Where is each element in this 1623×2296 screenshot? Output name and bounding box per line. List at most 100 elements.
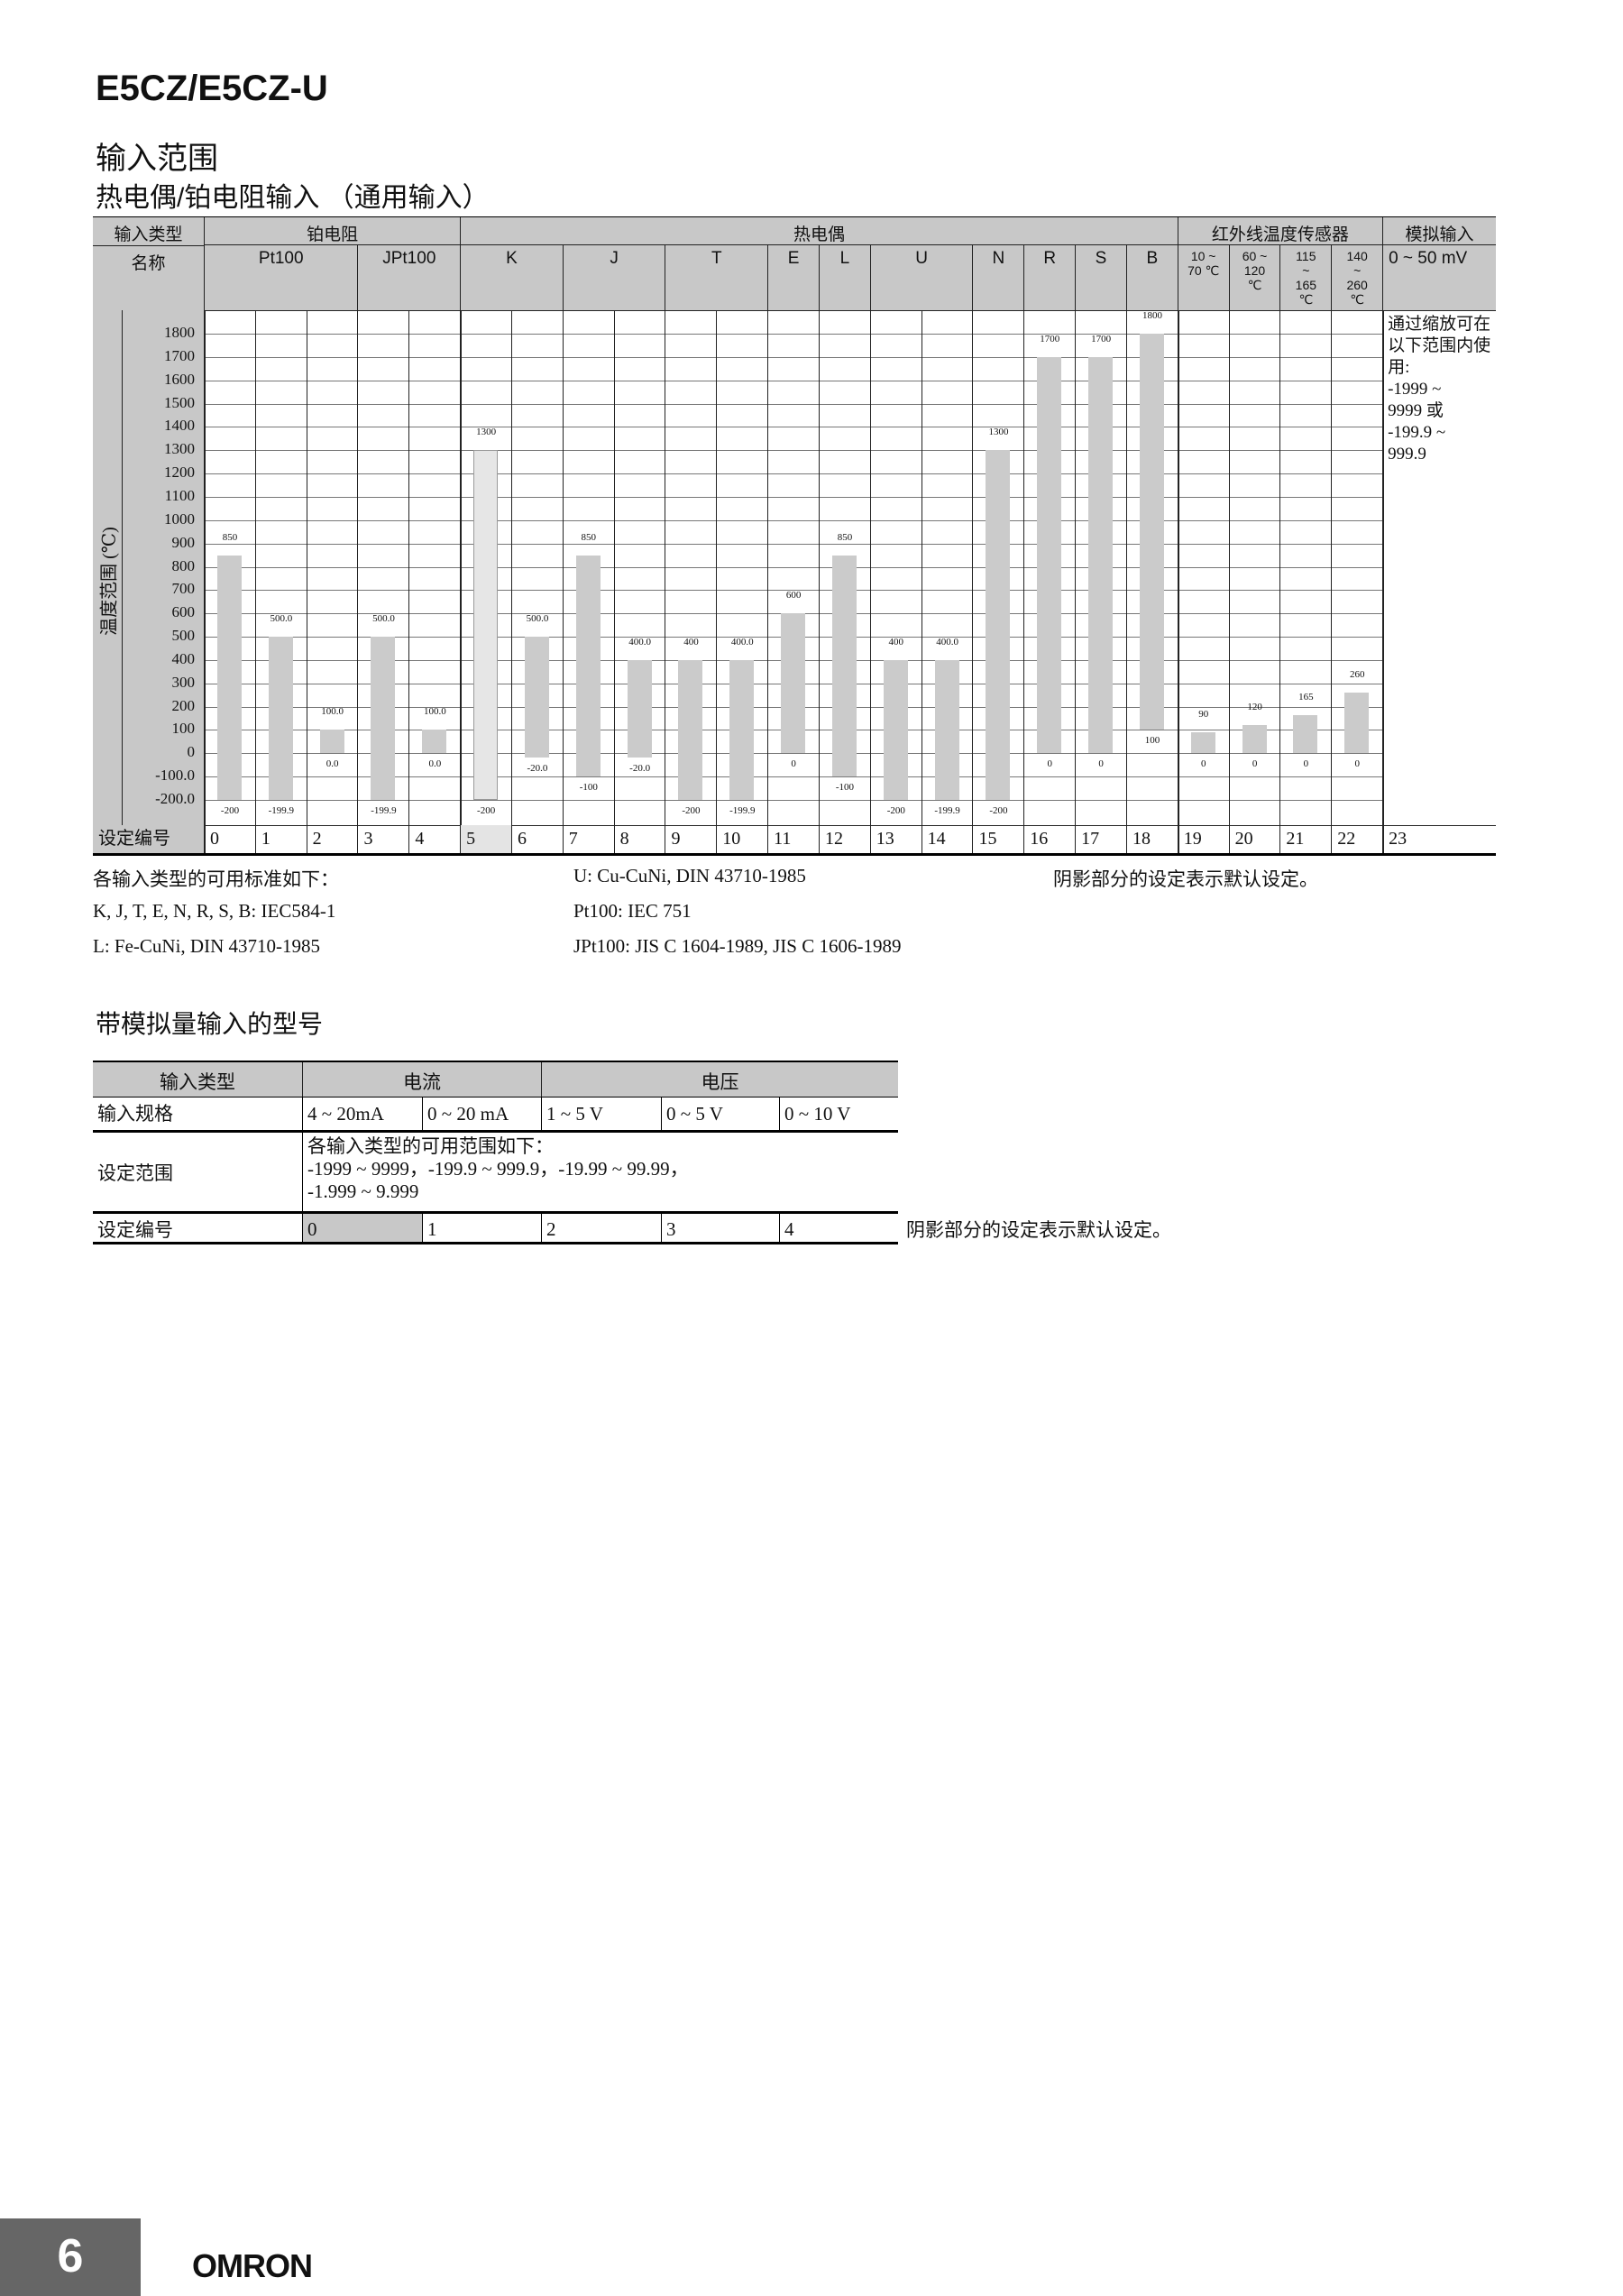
range-max-label: 1700 [1040,333,1060,344]
range-max-label: 165 [1298,691,1314,703]
column-divider [972,310,974,853]
input-name: JPt100 [357,245,461,310]
column-divider [716,310,718,853]
range-label: 设定范围 [93,1130,302,1211]
input-name: 60 ~ 120 ℃ [1228,245,1280,310]
range-max-label: 400 [888,636,904,647]
column-divider [562,310,564,853]
y-tick-label: 600 [171,603,196,621]
setting-number: 12 [824,829,843,849]
group-header: 红外线温度传感器 [1177,217,1383,245]
range-min-label: -20.0 [629,763,651,775]
gridline [204,776,1383,778]
setting-number: 22 [1337,829,1356,849]
gridline [204,356,1383,358]
standard-note: JPt100: JIS C 1604-1989, JIS C 1606-1989 [573,935,902,957]
range-max-label: 400 [683,636,699,647]
divider [122,310,123,825]
range-min-label: -200 [220,805,240,816]
input-name: 0 ~ 50 mV [1382,245,1496,310]
axis-column [93,310,204,825]
standard-note: Pt100: IEC 751 [573,900,692,922]
setting-number: 1 [422,1211,541,1244]
header-input-type: 输入类型 [93,1062,302,1097]
range-min-label: -100 [579,782,598,794]
range-max-label: 850 [222,531,238,543]
setting-number: 2 [541,1211,661,1244]
range-text: 各输入类型的可用范围如下： -1999 ~ 9999，-199.9 ~ 999.… [302,1130,898,1211]
range-bar [1139,334,1164,730]
range-bar [1037,356,1062,754]
input-spec: 0 ~ 20 mA [422,1097,541,1130]
setting-number: 7 [568,829,578,849]
y-tick-label: 1000 [164,510,195,528]
range-min-label: -199.9 [729,804,756,816]
standard-note: U: Cu-CuNi, DIN 43710-1985 [573,865,806,886]
input-name: R [1023,245,1076,310]
range-max-label: 1700 [1091,333,1112,344]
range-bar [1088,356,1114,754]
input-name: N [972,245,1024,310]
range-min-label: 0.0 [326,758,339,770]
range-min-label: -199.9 [268,804,295,816]
column-divider [1228,310,1230,853]
gridline [204,496,1383,498]
section-title: 输入范围 [96,142,218,176]
input-name: T [665,245,768,310]
column-divider [869,310,871,853]
range-min-label: 0 [1354,758,1361,770]
range-bar [1190,732,1215,754]
group-header: 热电偶 [460,217,1178,245]
header-input-type: 输入类型 [93,217,204,245]
range-max-label: 400.0 [730,636,754,647]
column-divider [818,310,820,853]
y-tick-label: -100.0 [155,767,195,785]
header-name: 名称 [93,245,204,310]
range-min-label: -199.9 [371,804,397,816]
input-name: E [767,245,819,310]
input-spec: 0 ~ 10 V [779,1097,898,1130]
standard-note: K, J, T, E, N, R, S, B: IEC584-1 [93,900,336,922]
gridline [204,450,1383,452]
range-min-label: -200 [989,805,1008,816]
subsection-title: 热电偶/铂电阻输入 （通用输入） [96,183,490,213]
input-name: 140 ~ 260 ℃ [1331,245,1383,310]
setting-number: 4 [415,829,425,849]
y-tick-label: -200.0 [155,790,195,807]
range-min-label: 0 [1303,758,1309,770]
model-title: E5CZ/E5CZ-U [96,69,328,108]
setting-number: 6 [517,829,527,849]
setting-number: 4 [779,1211,898,1244]
range-bar [986,450,1011,800]
range-min-label: 0 [1047,758,1053,770]
input-name: U [869,245,973,310]
range-min-label: -200 [682,805,701,816]
range-bar [319,730,344,754]
input-name: Pt100 [204,245,358,310]
setting-label: 设定编号 [93,1211,302,1244]
range-bar [1344,693,1370,754]
range-bar [883,659,908,800]
column-divider [1125,310,1127,853]
spec-label: 输入规格 [93,1097,302,1130]
column-divider [1023,310,1025,853]
column-divider [357,310,359,853]
y-tick-label: 1300 [164,440,195,458]
range-min-label: 0 [1252,758,1258,770]
setting-number: 3 [661,1211,779,1244]
analog-scaling-note: 通过缩放可在以下范围内使用: -1999 ~ 9999 或 -199.9 ~ 9… [1388,315,1491,464]
y-tick-label: 300 [171,673,196,691]
range-bar [473,450,499,800]
setting-label: 设定编号 [93,825,204,853]
divider [93,825,1496,826]
standard-note: L: Fe-CuNi, DIN 43710-1985 [93,935,320,957]
axis-label: 温度范围 (℃) [99,527,120,636]
range-max-label: 1300 [988,427,1009,438]
range-bar [1293,714,1318,754]
input-name: 10 ~ 70 ℃ [1177,245,1229,310]
setting-number: 11 [774,829,792,849]
y-tick-label: 700 [171,580,196,598]
range-max-label: 500.0 [270,613,293,625]
range-max-label: 850 [581,531,597,543]
range-bar [781,613,806,754]
